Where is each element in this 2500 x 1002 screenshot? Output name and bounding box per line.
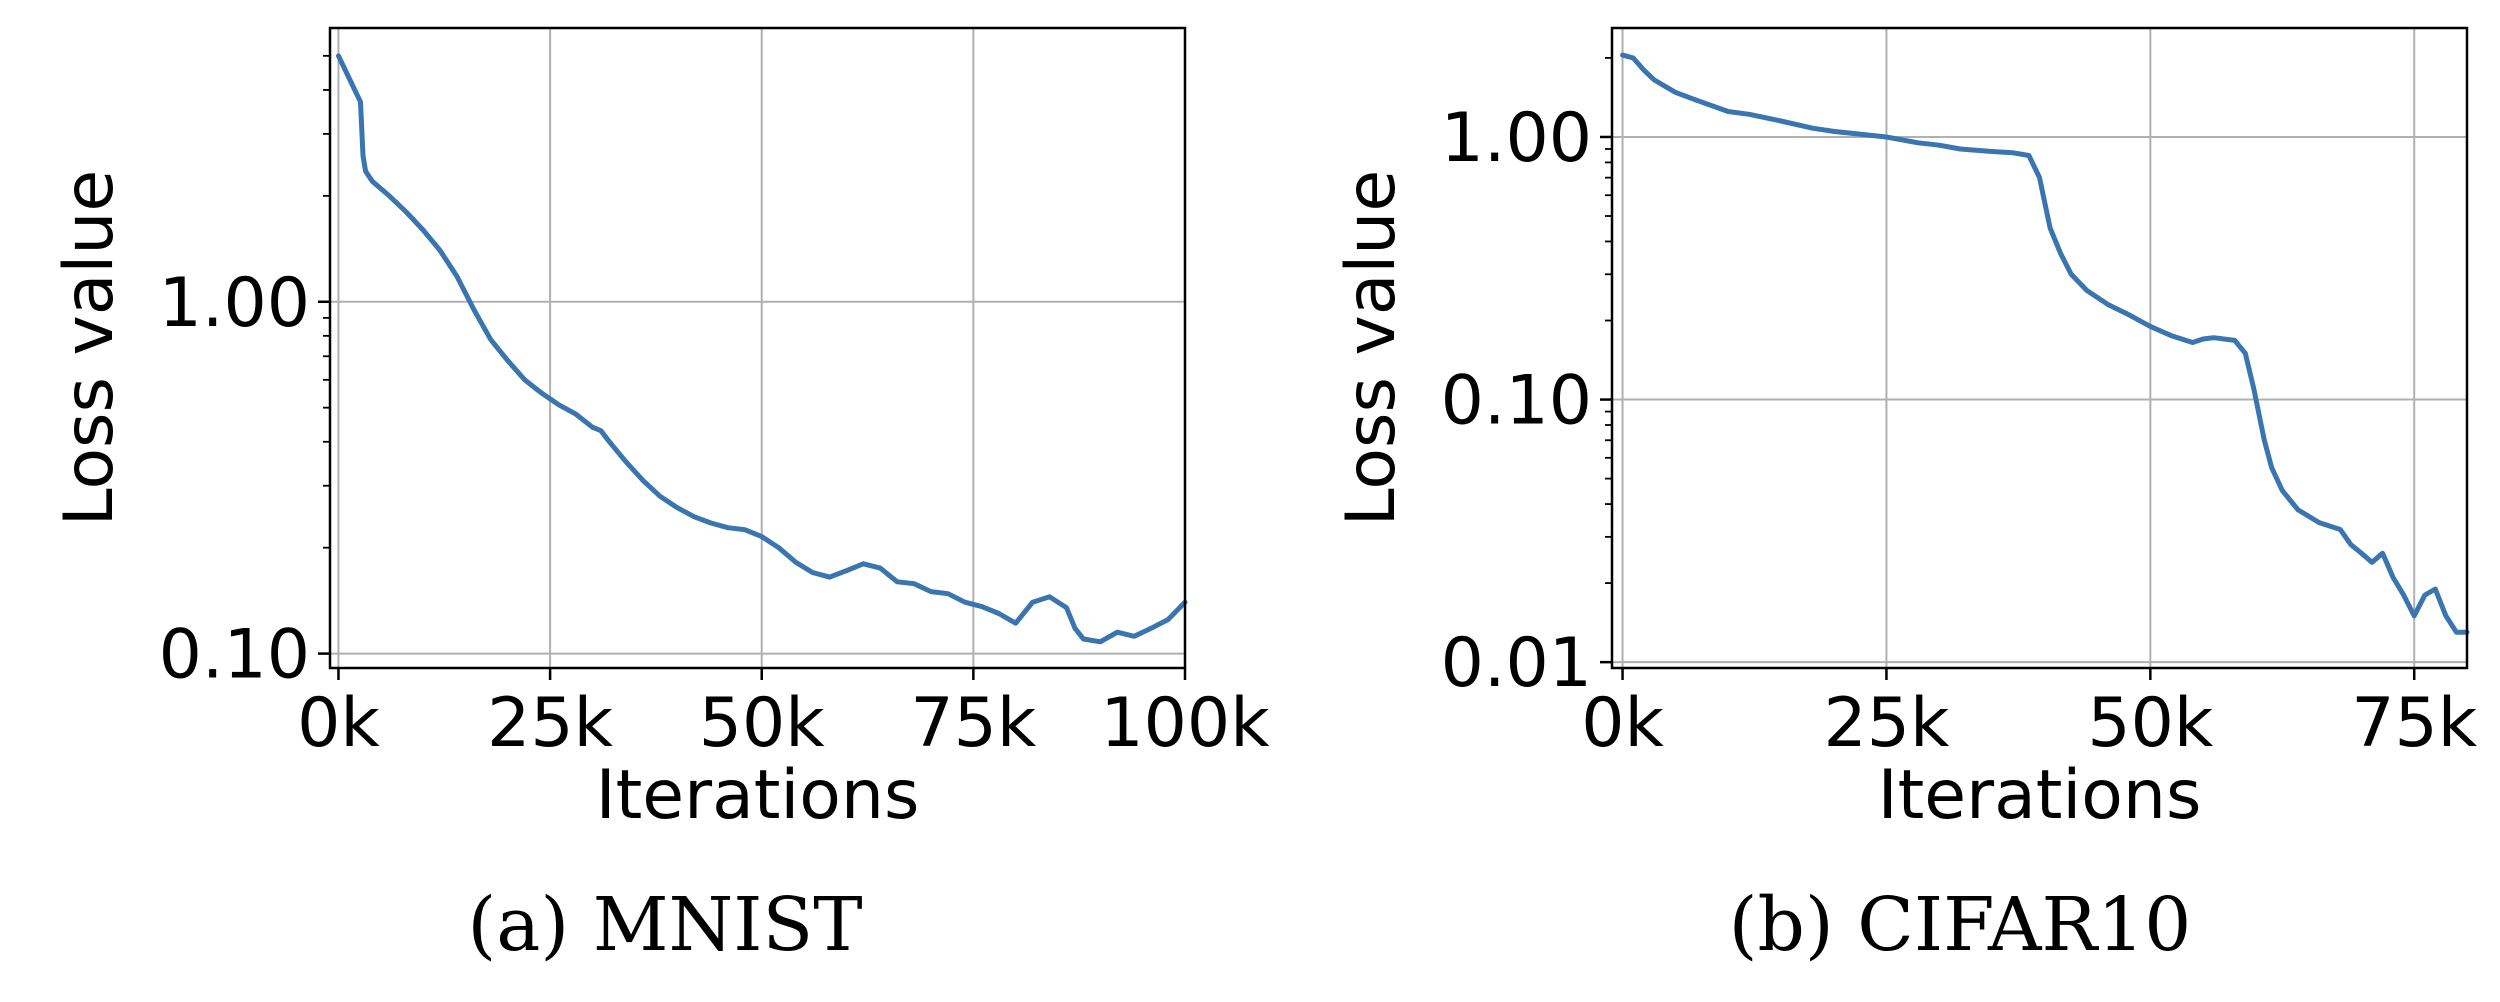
x-tick-label: 100k: [1100, 684, 1270, 763]
y-tick-label: 1.00: [1441, 99, 1592, 178]
tick-marks: [1600, 135, 2416, 680]
grid-lines: [1612, 28, 2467, 668]
x-axis-title: Iterations: [596, 756, 920, 835]
series-layer: [1620, 52, 2470, 635]
plot-frame: [328, 26, 1187, 670]
plot-frame: [1610, 26, 2469, 670]
y-tick-label: 1.00: [159, 264, 310, 343]
x-tick-label: 0k: [1581, 684, 1664, 763]
series-layer: [336, 53, 1188, 645]
tick-marks: [318, 300, 1187, 680]
series-line: [336, 53, 1188, 645]
y-tick-label: 0.10: [159, 616, 310, 695]
x-tick-label: 0k: [297, 684, 380, 763]
y-tick-labels: 0.01 0.10 1.00: [1441, 99, 1592, 703]
panel-mnist: 0k 25k 50k 75k 100k 0.10 1.00 Iterations Loss…: [50, 26, 1270, 968]
grid-lines: [330, 28, 1186, 668]
y-tick-labels: 0.10 1.00: [159, 264, 310, 695]
x-tick-labels: 0k 25k 50k 75k 100k: [297, 684, 1270, 763]
x-tick-label: 25k: [1823, 684, 1950, 763]
x-tick-label: 50k: [2087, 684, 2214, 763]
panel-cifar10: 0k 25k 50k 75k 0.01 0.10 1.00 Iterations Loss…: [1332, 26, 2478, 968]
x-tick-label: 75k: [2351, 684, 2478, 763]
x-tick-label: 75k: [910, 684, 1037, 763]
x-tick-label: 50k: [699, 684, 826, 763]
panel-caption: (b) CIFAR10: [1729, 882, 2192, 968]
x-tick-label: 25k: [487, 684, 614, 763]
y-tick-label: 0.10: [1441, 362, 1592, 441]
series-line: [1620, 52, 2470, 635]
y-tick-label: 0.01: [1441, 624, 1592, 703]
y-axis-title: Loss value: [50, 170, 129, 527]
y-axis-title: Loss value: [1332, 170, 1411, 527]
x-tick-labels: 0k 25k 50k 75k: [1581, 684, 2478, 763]
x-axis-title: Iterations: [1878, 756, 2202, 835]
panel-caption: (a) MNIST: [467, 882, 862, 968]
